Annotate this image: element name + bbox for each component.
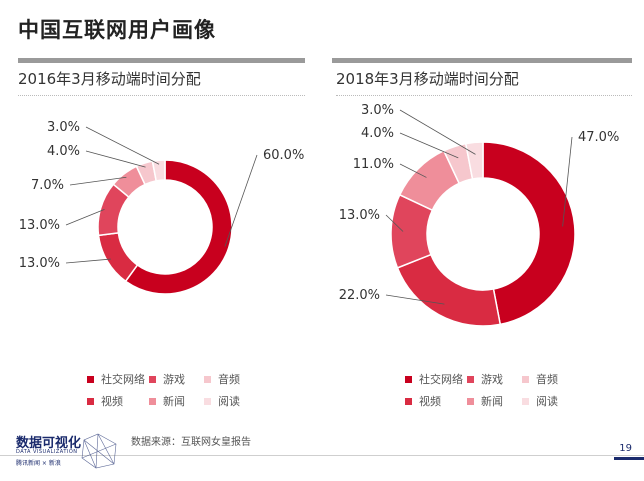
chart-title-2016: 2016年3月移动端时间分配	[18, 70, 201, 88]
legend-label: 游戏	[163, 373, 185, 386]
legend-label: 音频	[218, 373, 240, 386]
data-visualization-logo: 数据可视化 DATA VISUALIZATION 腾讯新闻 × 新浪	[16, 432, 122, 474]
legend-swatch	[204, 375, 211, 383]
leader-line-2016	[65, 209, 105, 226]
donut-slice-2018	[396, 253, 502, 327]
chart-2018-legend-item: 阅读	[522, 393, 572, 409]
legend-2016: 社交网络 游戏 音频视频 新闻 阅读	[87, 371, 254, 409]
leader-line-2018	[385, 294, 445, 305]
legend-swatch	[405, 375, 412, 383]
legend-swatch	[149, 375, 156, 383]
legend-label: 视频	[101, 395, 123, 408]
leader-line-2018	[399, 109, 476, 155]
section-bar-left	[18, 58, 305, 63]
legend-swatch	[405, 397, 412, 405]
legend-swatch	[204, 397, 211, 405]
chart-2018-legend-item: 新闻	[467, 393, 522, 409]
divider-left	[18, 95, 305, 96]
leader-line-2016	[85, 126, 160, 165]
legend-label: 阅读	[218, 395, 240, 408]
page-title: 中国互联网用户画像	[18, 18, 216, 42]
legend-label: 视频	[419, 395, 441, 408]
chart-2016-legend-item: 新闻	[149, 393, 204, 409]
leader-line-2016	[85, 150, 146, 168]
data-label-2016: 13.0%	[19, 256, 60, 271]
legend-label: 游戏	[481, 373, 503, 386]
data-label-2016: 13.0%	[19, 218, 60, 233]
logo-sub-text: DATA VISUALIZATION	[16, 449, 78, 455]
page-number: 19	[619, 443, 632, 454]
chart-title-2018: 2018年3月移动端时间分配	[336, 70, 519, 88]
donut-slice-2016	[97, 232, 139, 283]
chart-2018-legend-item: 视频	[405, 393, 467, 409]
chart-2016-legend-item: 视频	[87, 393, 149, 409]
leader-line-2016	[69, 176, 127, 186]
leader-line-2018	[385, 214, 404, 232]
donut-slice-2016	[124, 159, 233, 295]
chart-2018-legend-item: 社交网络	[405, 371, 467, 387]
chart-2016-legend-item: 阅读	[204, 393, 254, 409]
legend-label: 新闻	[163, 395, 185, 408]
legend-label: 阅读	[536, 395, 558, 408]
section-bar-right	[332, 58, 632, 63]
data-label-2016: 3.0%	[47, 120, 80, 135]
legend-label: 新闻	[481, 395, 503, 408]
data-source: 数据来源：互联网女皇报告	[131, 437, 251, 448]
legend-label: 音频	[536, 373, 558, 386]
leader-line-2016	[224, 154, 258, 247]
logo-brand-text: 腾讯新闻 × 新浪	[16, 460, 61, 467]
data-label-2018: 3.0%	[361, 103, 394, 118]
data-label-2018: 4.0%	[361, 126, 394, 141]
legend-2018: 社交网络 游戏 音频视频 新闻 阅读	[405, 371, 572, 409]
legend-swatch	[87, 397, 94, 405]
chart-2018-legend-item: 游戏	[467, 371, 522, 387]
legend-swatch	[522, 375, 529, 383]
network-icon	[81, 433, 117, 469]
chart-2016-legend-item: 音频	[204, 371, 254, 387]
chart-2018-legend-item: 音频	[522, 371, 572, 387]
legend-swatch	[467, 375, 474, 383]
data-label-2018: 47.0%	[578, 130, 619, 145]
data-label-2016: 60.0%	[263, 148, 304, 163]
page-marker	[614, 457, 644, 460]
data-label-2016: 7.0%	[31, 178, 64, 193]
data-label-2018: 13.0%	[339, 208, 380, 223]
footer-divider	[0, 455, 644, 456]
leader-line-2018	[562, 136, 573, 227]
data-label-2016: 4.0%	[47, 144, 80, 159]
chart-2016-legend-item: 游戏	[149, 371, 204, 387]
leader-line-2016	[65, 258, 111, 264]
data-label-2018: 11.0%	[353, 157, 394, 172]
legend-label: 社交网络	[101, 373, 145, 386]
logo-main-text: 数据可视化	[16, 436, 82, 451]
legend-swatch	[149, 397, 156, 405]
divider-right	[336, 95, 632, 96]
leader-line-2018	[399, 132, 459, 159]
legend-label: 社交网络	[419, 373, 463, 386]
legend-swatch	[522, 397, 529, 405]
legend-swatch	[87, 375, 94, 383]
chart-2016-legend-item: 社交网络	[87, 371, 149, 387]
leader-line-2018	[399, 163, 427, 178]
donut-slice-2016	[151, 159, 166, 182]
donut-slice-2018	[482, 141, 576, 326]
legend-swatch	[467, 397, 474, 405]
data-label-2018: 22.0%	[339, 288, 380, 303]
